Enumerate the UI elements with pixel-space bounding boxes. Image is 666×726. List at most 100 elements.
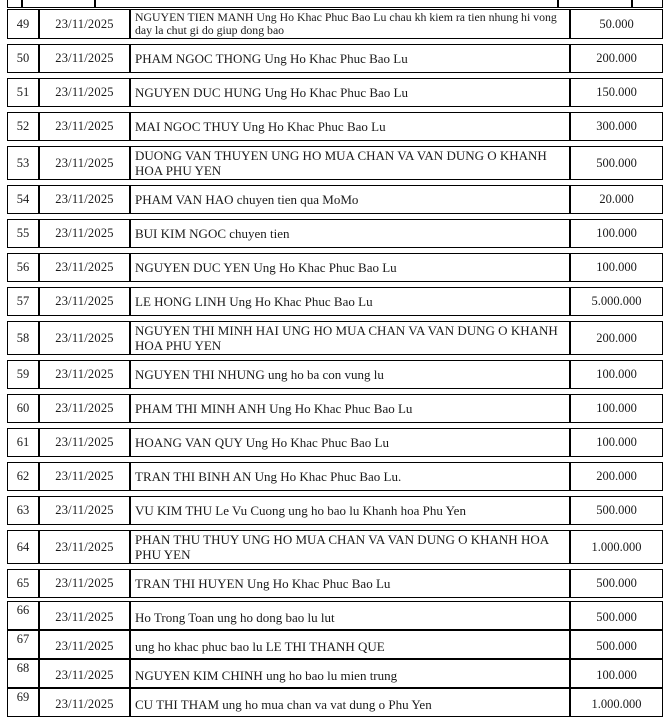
- transaction-description: VU KIM THU Le Vu Cuong ung ho bao lu Kha…: [135, 503, 466, 518]
- transaction-amount: 500.000: [596, 639, 637, 653]
- transaction-description: Ho Trong Toan ung ho dong bao lu lut: [135, 610, 335, 625]
- table-row: 69 23/11/2025 CU THI THAM ung ho mua cha…: [7, 688, 663, 717]
- transaction-description: NGUYEN DUC HUNG Ung Ho Khac Phuc Bao Lu: [135, 85, 408, 100]
- description-cell: PHAM NGOC THONG Ung Ho Khac Phuc Bao Lu: [130, 44, 570, 73]
- transaction-date: 23/11/2025: [55, 401, 114, 415]
- transaction-date: 23/11/2025: [55, 155, 114, 170]
- table-row: 68 23/11/2025 NGUYEN KIM CHINH ung ho ba…: [7, 659, 663, 688]
- row-number: 54: [16, 192, 30, 206]
- transaction-date: 23/11/2025: [55, 435, 114, 449]
- description-cell: BUI KIM NGOC chuyen tien: [130, 219, 570, 248]
- transaction-date: 23/11/2025: [55, 539, 114, 554]
- description-cell: PHAM THI MINH ANH Ung Ho Khac Phuc Bao L…: [130, 394, 570, 423]
- table-row: 56 23/11/2025 NGUYEN DUC YEN Ung Ho Khac…: [7, 253, 663, 282]
- row-number-cell: 65: [7, 569, 39, 598]
- description-cell: NGUYEN THI MINH HAI UNG HO MUA CHAN VA V…: [130, 321, 570, 355]
- transaction-date: 23/11/2025: [55, 294, 114, 308]
- row-number: 55: [16, 226, 30, 240]
- row-number: 58: [16, 330, 30, 345]
- date-cell: 23/11/2025: [39, 630, 130, 659]
- amount-cell: 300.000: [570, 112, 663, 141]
- transaction-date: 23/11/2025: [55, 639, 114, 653]
- table-row: 52 23/11/2025 MAI NGOC THUY Ung Ho Khac …: [7, 112, 663, 141]
- transaction-amount: 500.000: [596, 503, 637, 517]
- table-row: 55 23/11/2025 BUI KIM NGOC chuyen tien 1…: [7, 219, 663, 248]
- row-number: 65: [16, 576, 30, 590]
- transaction-description: PHAN THU THUY UNG HO MUA CHAN VA VAN DUN…: [135, 532, 549, 562]
- transaction-amount: 200.000: [596, 469, 637, 483]
- table-row: 67 23/11/2025 ung ho khac phuc bao lu LE…: [7, 630, 663, 659]
- row-number-cell: 61: [7, 428, 39, 457]
- row-number-cell: 59: [7, 360, 39, 389]
- transaction-date: 23/11/2025: [55, 226, 114, 240]
- transaction-amount: 100.000: [596, 435, 637, 449]
- description-cell: VU KIM THU Le Vu Cuong ung ho bao lu Kha…: [130, 496, 570, 525]
- transaction-amount: 100.000: [596, 226, 637, 240]
- description-cell: Ho Trong Toan ung ho dong bao lu lut: [130, 601, 570, 630]
- transaction-description: NGUYEN TIEN MANH Ung Ho Khac Phuc Bao Lu…: [135, 10, 557, 37]
- table-row: 54 23/11/2025 PHAM VAN HAO chuyen tien q…: [7, 185, 663, 214]
- table-row: 58 23/11/2025 NGUYEN THI MINH HAI UNG HO…: [7, 321, 663, 355]
- transaction-amount: 1.000.000: [591, 539, 642, 554]
- amount-cell: 200.000: [570, 44, 663, 73]
- description-cell: HOANG VAN QUY Ung Ho Khac Phuc Bao Lu: [130, 428, 570, 457]
- row-number-cell: 49: [7, 9, 39, 39]
- table-row: 50 23/11/2025 PHAM NGOC THONG Ung Ho Kha…: [7, 44, 663, 73]
- transaction-date: 23/11/2025: [55, 260, 114, 274]
- transaction-amount: 50.000: [599, 16, 634, 31]
- row-number-cell: 68: [7, 659, 39, 688]
- partial-cell: [558, 0, 632, 8]
- row-number: 56: [16, 260, 30, 274]
- row-number-cell: 62: [7, 462, 39, 491]
- description-cell: DUONG VAN THUYEN UNG HO MUA CHAN VA VAN …: [130, 146, 570, 180]
- date-cell: 23/11/2025: [39, 569, 130, 598]
- partial-cell: [95, 0, 558, 8]
- table-row: 65 23/11/2025 TRAN THI HUYEN Ung Ho Khac…: [7, 569, 663, 598]
- transaction-amount: 100.000: [596, 668, 637, 682]
- row-number: 61: [16, 435, 30, 449]
- description-cell: ung ho khac phuc bao lu LE THI THANH QUE: [130, 630, 570, 659]
- amount-cell: 1.000.000: [570, 530, 663, 564]
- transaction-amount: 1.000.000: [591, 697, 642, 711]
- table-row: 64 23/11/2025 PHAN THU THUY UNG HO MUA C…: [7, 530, 663, 564]
- row-number: 59: [16, 367, 30, 381]
- description-cell: PHAN THU THUY UNG HO MUA CHAN VA VAN DUN…: [130, 530, 570, 564]
- table-body: 49 23/11/2025 NGUYEN TIEN MANH Ung Ho Kh…: [7, 9, 663, 717]
- row-number-cell: 52: [7, 112, 39, 141]
- date-cell: 23/11/2025: [39, 219, 130, 248]
- amount-cell: 500.000: [570, 630, 663, 659]
- row-number: 63: [16, 503, 30, 517]
- date-cell: 23/11/2025: [39, 112, 130, 141]
- amount-cell: 100.000: [570, 428, 663, 457]
- description-cell: MAI NGOC THUY Ung Ho Khac Phuc Bao Lu: [130, 112, 570, 141]
- row-number-cell: 69: [7, 688, 39, 717]
- transaction-description: NGUYEN THI MINH HAI UNG HO MUA CHAN VA V…: [135, 323, 558, 353]
- description-cell: TRAN THI HUYEN Ung Ho Khac Phuc Bao Lu: [130, 569, 570, 598]
- description-cell: NGUYEN DUC HUNG Ung Ho Khac Phuc Bao Lu: [130, 78, 570, 107]
- donation-table: 49 23/11/2025 NGUYEN TIEN MANH Ung Ho Kh…: [7, 0, 663, 717]
- date-cell: 23/11/2025: [39, 394, 130, 423]
- row-number: 50: [16, 51, 30, 65]
- transaction-date: 23/11/2025: [55, 367, 114, 381]
- transaction-amount: 200.000: [596, 51, 637, 65]
- amount-cell: 200.000: [570, 462, 663, 491]
- transaction-date: 23/11/2025: [55, 330, 114, 345]
- amount-cell: 1.000.000: [570, 688, 663, 717]
- row-number-cell: 53: [7, 146, 39, 180]
- amount-cell: 100.000: [570, 360, 663, 389]
- description-cell: NGUYEN DUC YEN Ung Ho Khac Phuc Bao Lu: [130, 253, 570, 282]
- date-cell: 23/11/2025: [39, 688, 130, 717]
- date-cell: 23/11/2025: [39, 44, 130, 73]
- transaction-amount: 20.000: [599, 192, 634, 206]
- amount-cell: 50.000: [570, 9, 663, 39]
- date-cell: 23/11/2025: [39, 496, 130, 525]
- table-row: 63 23/11/2025 VU KIM THU Le Vu Cuong ung…: [7, 496, 663, 525]
- row-number-cell: 64: [7, 530, 39, 564]
- transaction-description: TRAN THI HUYEN Ung Ho Khac Phuc Bao Lu: [135, 576, 391, 591]
- amount-cell: 500.000: [570, 601, 663, 630]
- row-number: 67: [16, 632, 30, 646]
- transaction-date: 23/11/2025: [55, 697, 114, 711]
- transaction-amount: 500.000: [596, 155, 637, 170]
- date-cell: 23/11/2025: [39, 287, 130, 316]
- amount-cell: 500.000: [570, 496, 663, 525]
